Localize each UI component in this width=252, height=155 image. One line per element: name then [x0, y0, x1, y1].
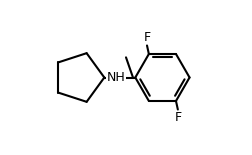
Text: NH: NH: [107, 71, 125, 84]
Text: F: F: [174, 111, 181, 124]
Text: F: F: [143, 31, 150, 44]
